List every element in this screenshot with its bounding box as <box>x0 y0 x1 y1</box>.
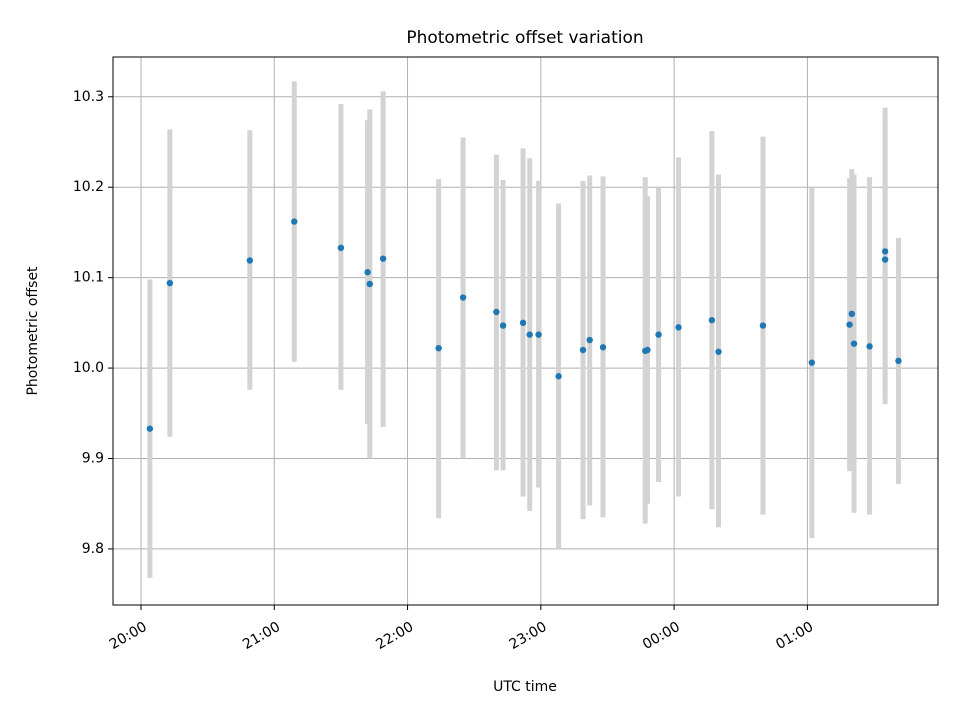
data-point <box>526 331 533 338</box>
data-point <box>337 244 345 252</box>
y-tick-label: 10.0 <box>73 360 104 376</box>
data-point <box>881 256 889 263</box>
data-point <box>599 344 607 351</box>
y-tick-label: 9.9 <box>82 451 104 467</box>
data-point <box>715 348 722 355</box>
data-point <box>535 331 542 338</box>
y-tick-label: 10.1 <box>73 270 104 286</box>
data-point <box>555 373 562 380</box>
data-point <box>644 346 651 354</box>
data-point <box>364 269 371 276</box>
data-point <box>848 310 856 318</box>
y-tick-label: 9.8 <box>82 541 104 557</box>
data-point <box>435 344 442 352</box>
data-point <box>866 343 873 350</box>
y-tick-label: 10.2 <box>73 179 104 195</box>
data-point <box>846 321 853 328</box>
data-point <box>246 257 254 264</box>
data-point <box>675 324 682 331</box>
y-axis-ticks: 9.8 9.9 10.0 10.1 10.2 10.3 <box>73 89 113 557</box>
data-point <box>166 279 174 287</box>
data-point <box>146 425 154 432</box>
data-point <box>291 218 298 225</box>
y-axis-label: Photometric offset <box>25 266 41 396</box>
data-point <box>459 294 467 301</box>
plot-frame <box>112 56 939 606</box>
x-axis-label: UTC time <box>493 679 557 695</box>
data-point <box>881 248 889 255</box>
data-point <box>586 336 593 344</box>
data-point <box>366 280 373 288</box>
data-point <box>499 322 507 329</box>
chart-title: Photometric offset variation <box>406 28 643 48</box>
data-point <box>895 357 902 365</box>
data-point <box>579 346 587 354</box>
data-points <box>146 218 902 432</box>
data-point <box>708 316 716 324</box>
data-point <box>493 308 500 316</box>
data-point <box>379 255 387 262</box>
data-point <box>808 359 816 366</box>
data-point <box>759 322 767 329</box>
data-point <box>655 331 662 338</box>
y-tick-label: 10.3 <box>73 89 104 105</box>
data-point <box>519 319 527 327</box>
data-point <box>850 340 858 347</box>
